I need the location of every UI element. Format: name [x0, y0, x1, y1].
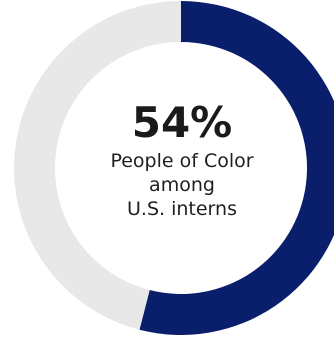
center-label: 54% People of Color among U.S. interns [77, 100, 287, 221]
caption-line-1: People of Color [110, 150, 254, 172]
center-caption: People of Color among U.S. interns [77, 149, 287, 221]
donut-slice-1 [139, 1, 334, 335]
center-percentage: 54% [131, 98, 233, 147]
caption-line-3: U.S. interns [127, 198, 237, 220]
donut-slice-2 [13, 1, 181, 330]
caption-line-2: among [149, 174, 215, 196]
